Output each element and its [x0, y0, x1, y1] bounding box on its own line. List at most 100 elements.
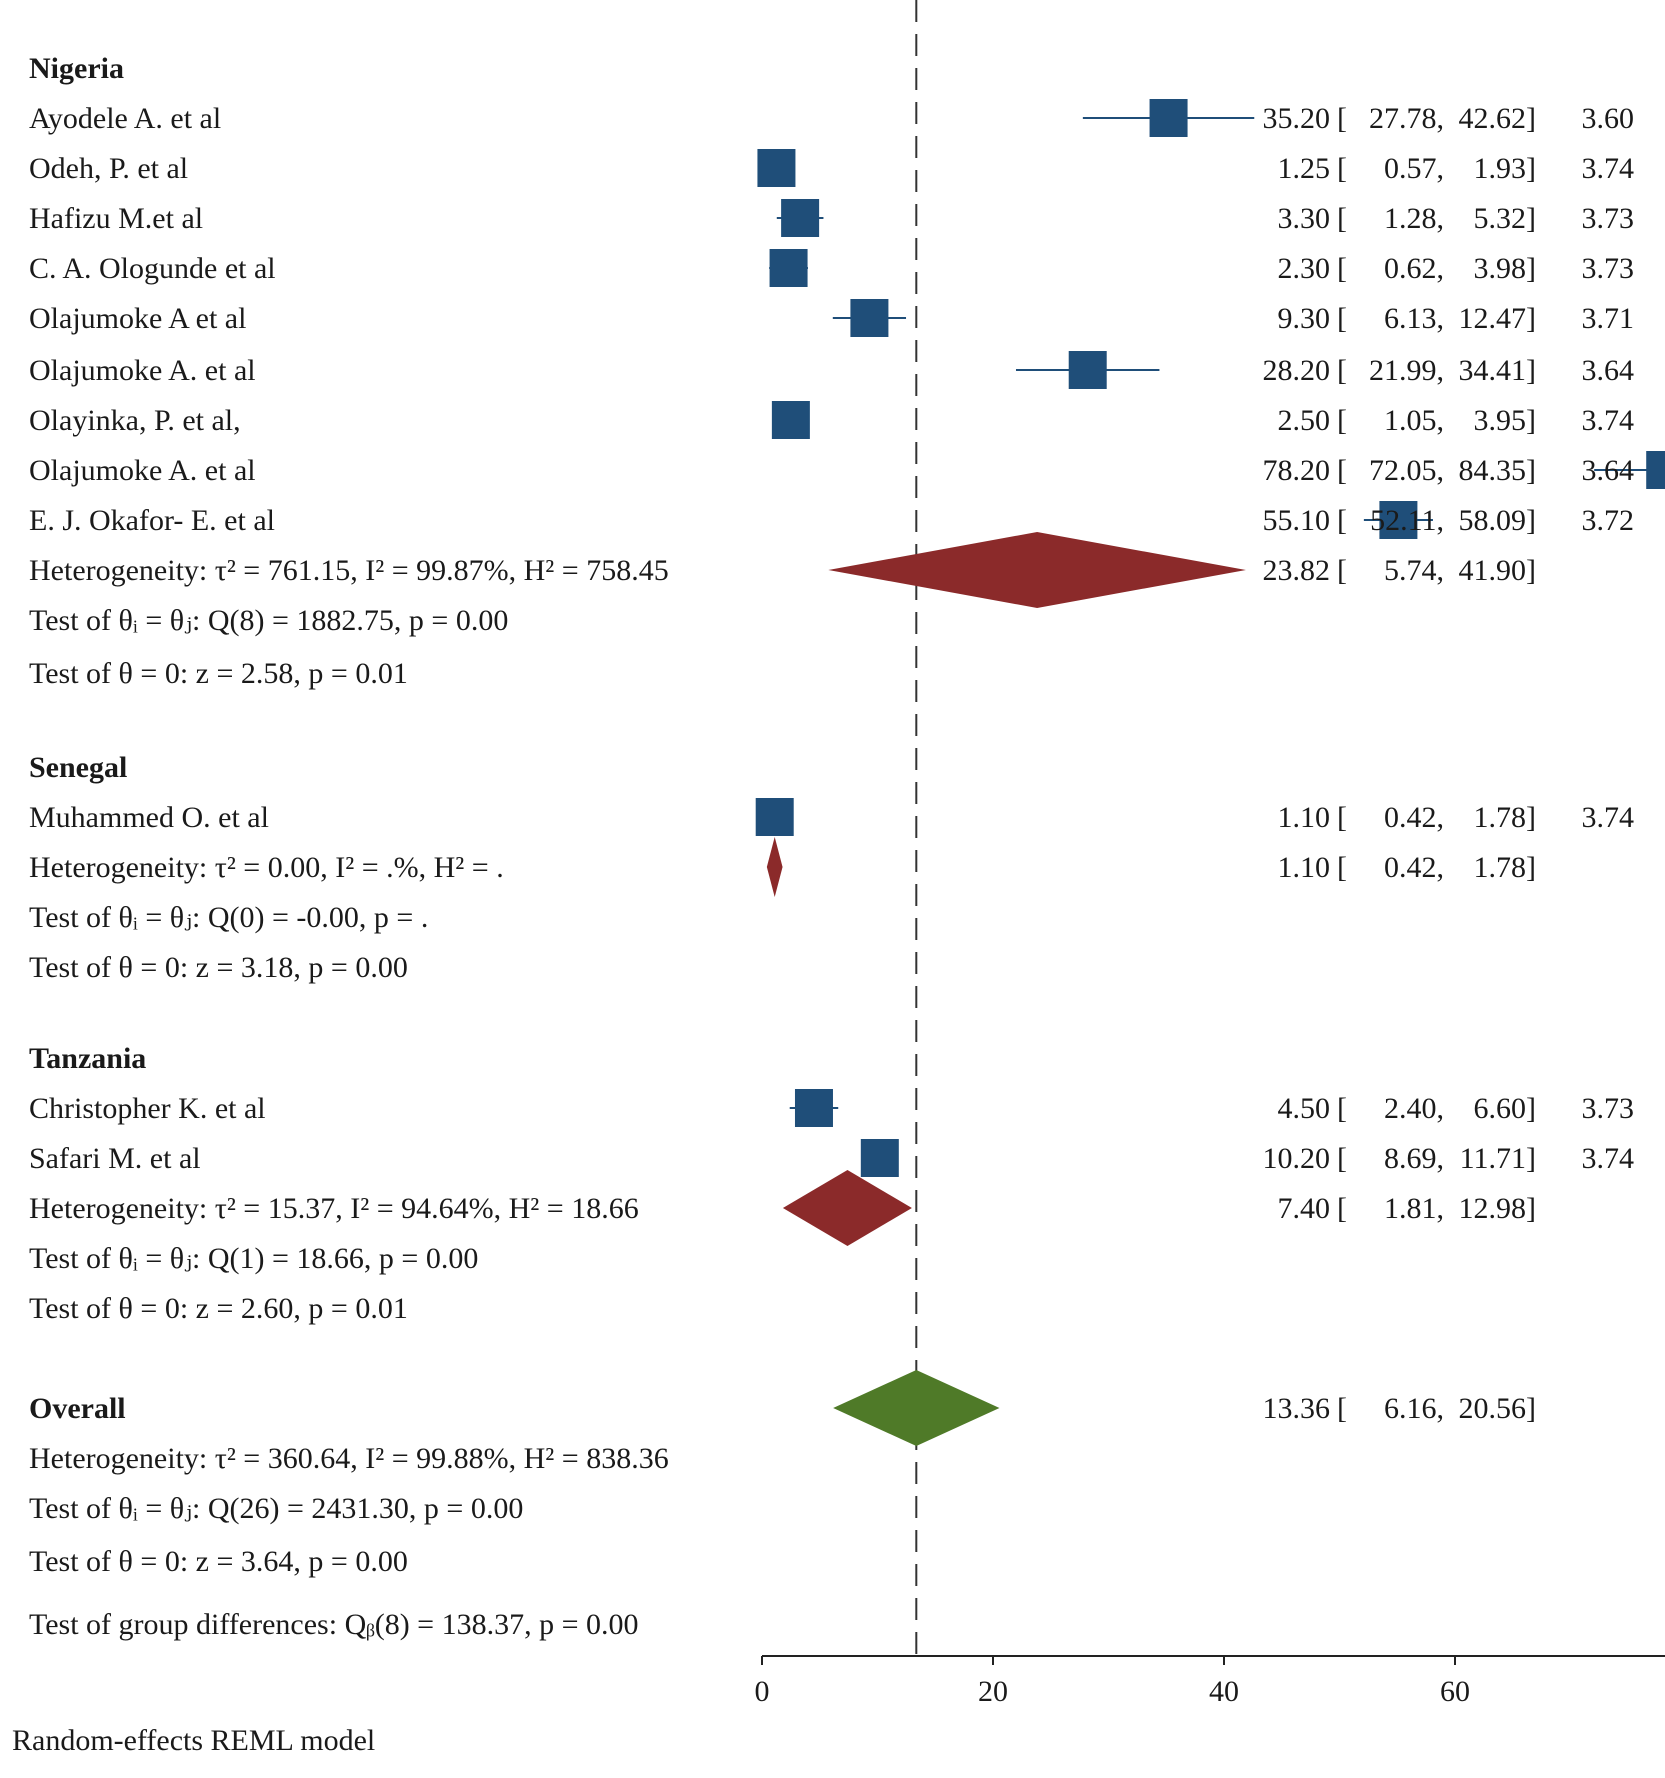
- subgroup-diamond: [766, 837, 783, 897]
- effect-size-value: 7.40: [1278, 1192, 1331, 1225]
- study-effect-marker: [860, 1139, 899, 1177]
- ci-upper-value: 5.32]: [1474, 202, 1537, 235]
- study-effect-marker: [850, 299, 889, 337]
- ci-open-bracket: [: [1337, 152, 1347, 185]
- study-effect-marker: [1646, 451, 1665, 489]
- ci-lower-value: 2.40,: [1384, 1092, 1444, 1125]
- ci-lower-value: 72.05,: [1369, 454, 1444, 487]
- ci-upper-value: 3.98]: [1474, 252, 1537, 285]
- ci-upper-value: 3.95]: [1474, 404, 1537, 437]
- ci-upper-value: 11.71]: [1460, 1142, 1536, 1175]
- study-label: Christopher K. et al: [29, 1092, 266, 1125]
- heterogeneity-label: Heterogeneity: τ² = 15.37, I² = 94.64%, …: [29, 1192, 639, 1225]
- ci-lower-value: 5.74,: [1384, 554, 1444, 587]
- ci-open-bracket: [: [1337, 302, 1347, 335]
- ci-open-bracket: [: [1337, 801, 1347, 834]
- study-effect-marker: [781, 199, 820, 237]
- study-effect-marker: [769, 249, 808, 287]
- weight-value: 3.73: [1582, 202, 1635, 235]
- group-label: Nigeria: [29, 52, 124, 85]
- study-effect-marker: [1068, 351, 1107, 389]
- effect-size-value: 10.20: [1263, 1142, 1331, 1175]
- weight-value: 3.73: [1582, 1092, 1635, 1125]
- ci-open-bracket: [: [1337, 1092, 1347, 1125]
- ci-open-bracket: [: [1337, 202, 1347, 235]
- ci-upper-value: 1.78]: [1474, 801, 1537, 834]
- ci-lower-value: 27.78,: [1369, 102, 1444, 135]
- study-label: Ayodele A. et al: [29, 102, 221, 135]
- ci-upper-value: 58.09]: [1459, 504, 1537, 537]
- effect-size-value: 35.20: [1263, 102, 1331, 135]
- subgroup-diamond: [782, 1170, 912, 1246]
- stat-label: Test of θᵢ = θⱼ: Q(1) = 18.66, p = 0.00: [29, 1242, 478, 1275]
- weight-value: 3.72: [1582, 504, 1635, 537]
- ci-open-bracket: [: [1337, 102, 1347, 135]
- weight-value: 3.74: [1582, 1142, 1635, 1175]
- ci-lower-value: 6.16,: [1384, 1392, 1444, 1425]
- x-tick-label: 40: [1209, 1675, 1239, 1708]
- ci-upper-value: 20.56]: [1459, 1392, 1537, 1425]
- ci-upper-value: 42.62]: [1459, 102, 1537, 135]
- x-axis: 020406080: [755, 1655, 1665, 1708]
- ci-open-bracket: [: [1337, 1192, 1347, 1225]
- study-effect-marker: [794, 1089, 833, 1127]
- ci-open-bracket: [: [1337, 404, 1347, 437]
- weight-value: 3.64: [1582, 454, 1635, 487]
- model-footnote: Random-effects REML model: [12, 1724, 375, 1757]
- x-tick-label: 60: [1440, 1675, 1470, 1708]
- effect-size-value: 9.30: [1278, 302, 1331, 335]
- ci-open-bracket: [: [1337, 252, 1347, 285]
- stat-label: Test of θ = 0: z = 2.60, p = 0.01: [29, 1292, 408, 1325]
- study-label: C. A. Ologunde et al: [29, 252, 276, 285]
- stat-label: Heterogeneity: τ² = 360.64, I² = 99.88%,…: [29, 1442, 669, 1475]
- study-effect-marker: [755, 798, 794, 836]
- weight-value: 3.64: [1582, 354, 1635, 387]
- weight-value: 3.60: [1582, 102, 1635, 135]
- study-label: Safari M. et al: [29, 1142, 201, 1175]
- ci-upper-value: 34.41]: [1459, 354, 1537, 387]
- ci-upper-value: 12.47]: [1459, 302, 1537, 335]
- ci-open-bracket: [: [1337, 1142, 1347, 1175]
- ci-open-bracket: [: [1337, 1392, 1347, 1425]
- effect-size-value: 13.36: [1263, 1392, 1331, 1425]
- plot-marks: [755, 99, 1665, 1446]
- ci-lower-value: 21.99,: [1369, 354, 1444, 387]
- ci-lower-value: 0.62,: [1384, 252, 1444, 285]
- stat-label: Test of θ = 0: z = 3.18, p = 0.00: [29, 951, 408, 984]
- ci-upper-value: 1.78]: [1474, 851, 1537, 884]
- heterogeneity-label: Heterogeneity: τ² = 0.00, I² = .%, H² = …: [29, 851, 504, 884]
- study-effect-marker: [1379, 501, 1418, 539]
- subgroup-diamond: [828, 532, 1246, 608]
- overall-diamond: [833, 1370, 1000, 1446]
- x-tick-label: 0: [755, 1675, 770, 1708]
- overall-label: Overall: [29, 1392, 126, 1425]
- weight-value: 3.73: [1582, 252, 1635, 285]
- x-tick-label: 20: [978, 1675, 1008, 1708]
- study-label: Olajumoke A et al: [29, 302, 246, 335]
- row-labels: Nigeria Ayodele A. et al Odeh, P. et al Haf…: [29, 52, 669, 1641]
- study-label: Olajumoke A. et al: [29, 354, 256, 387]
- weight-value: 3.71: [1582, 302, 1635, 335]
- ci-upper-value: 6.60]: [1474, 1092, 1537, 1125]
- group-label: Senegal: [29, 751, 127, 784]
- effect-size-value: 23.82: [1263, 554, 1331, 587]
- ci-open-bracket: [: [1337, 504, 1347, 537]
- ci-lower-value: 8.69,: [1384, 1142, 1444, 1175]
- ci-lower-value: 1.28,: [1384, 202, 1444, 235]
- effect-size-value: 1.10: [1278, 801, 1331, 834]
- stat-label: Test of θᵢ = θⱼ: Q(8) = 1882.75, p = 0.0…: [29, 604, 508, 637]
- ci-upper-value: 41.90]: [1459, 554, 1537, 587]
- group-label: Tanzania: [29, 1042, 146, 1075]
- effect-size-value: 78.20: [1263, 454, 1331, 487]
- effect-size-value: 2.50: [1278, 404, 1331, 437]
- stat-label: Test of θ = 0: z = 2.58, p = 0.01: [29, 657, 408, 690]
- study-label: Hafizu M.et al: [29, 202, 203, 235]
- study-effect-marker: [771, 401, 810, 439]
- ci-lower-value: 0.42,: [1384, 851, 1444, 884]
- stat-label: Test of θᵢ = θⱼ: Q(0) = -0.00, p = .: [29, 901, 428, 934]
- weight-value: 3.74: [1582, 404, 1635, 437]
- effect-size-value: 28.20: [1263, 354, 1331, 387]
- ci-upper-value: 1.93]: [1474, 152, 1537, 185]
- ci-lower-value: 1.81,: [1384, 1192, 1444, 1225]
